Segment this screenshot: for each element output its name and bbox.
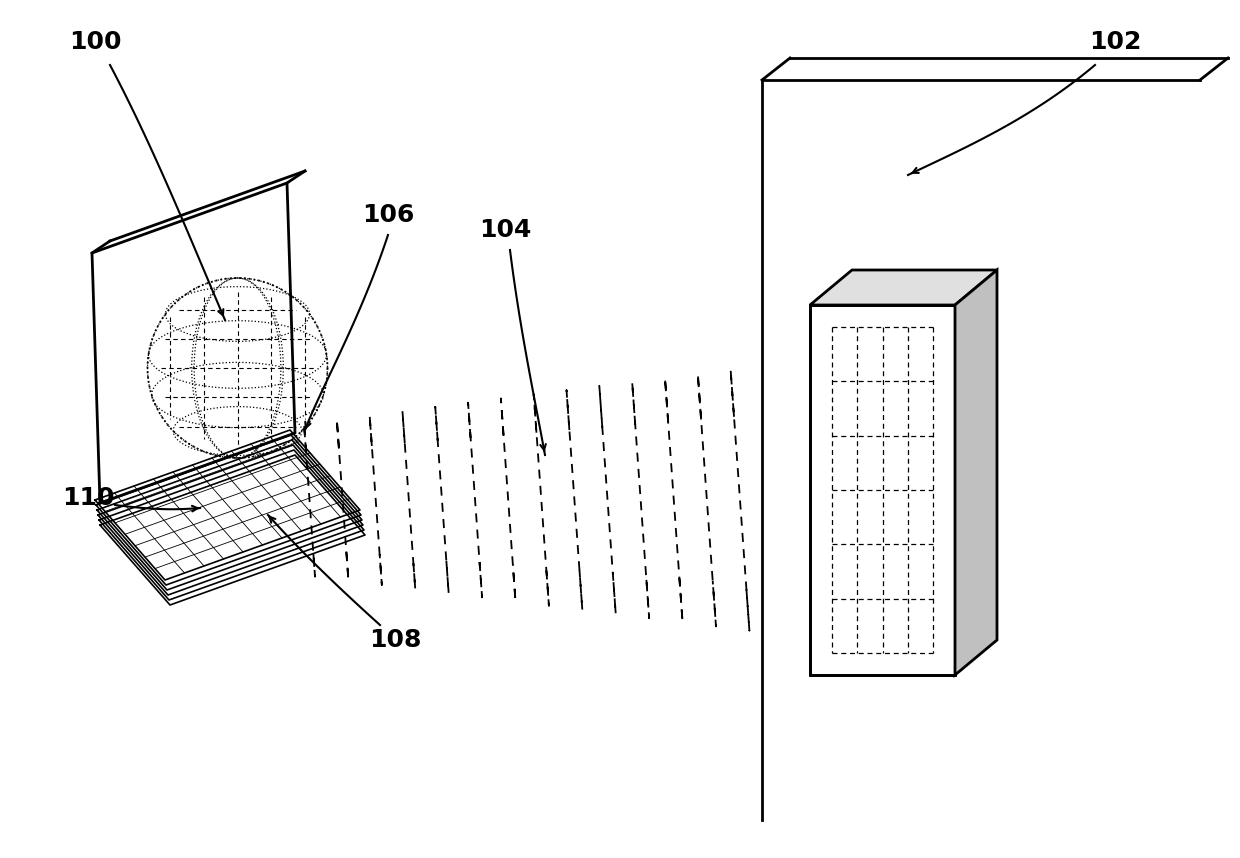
Text: 104: 104 (479, 218, 531, 242)
Text: 102: 102 (1089, 30, 1141, 54)
Text: 100: 100 (68, 30, 122, 54)
Polygon shape (810, 270, 997, 305)
Polygon shape (955, 270, 997, 675)
Text: 110: 110 (62, 486, 114, 510)
Polygon shape (810, 305, 955, 675)
Text: 108: 108 (368, 628, 422, 652)
Text: 106: 106 (362, 203, 414, 227)
